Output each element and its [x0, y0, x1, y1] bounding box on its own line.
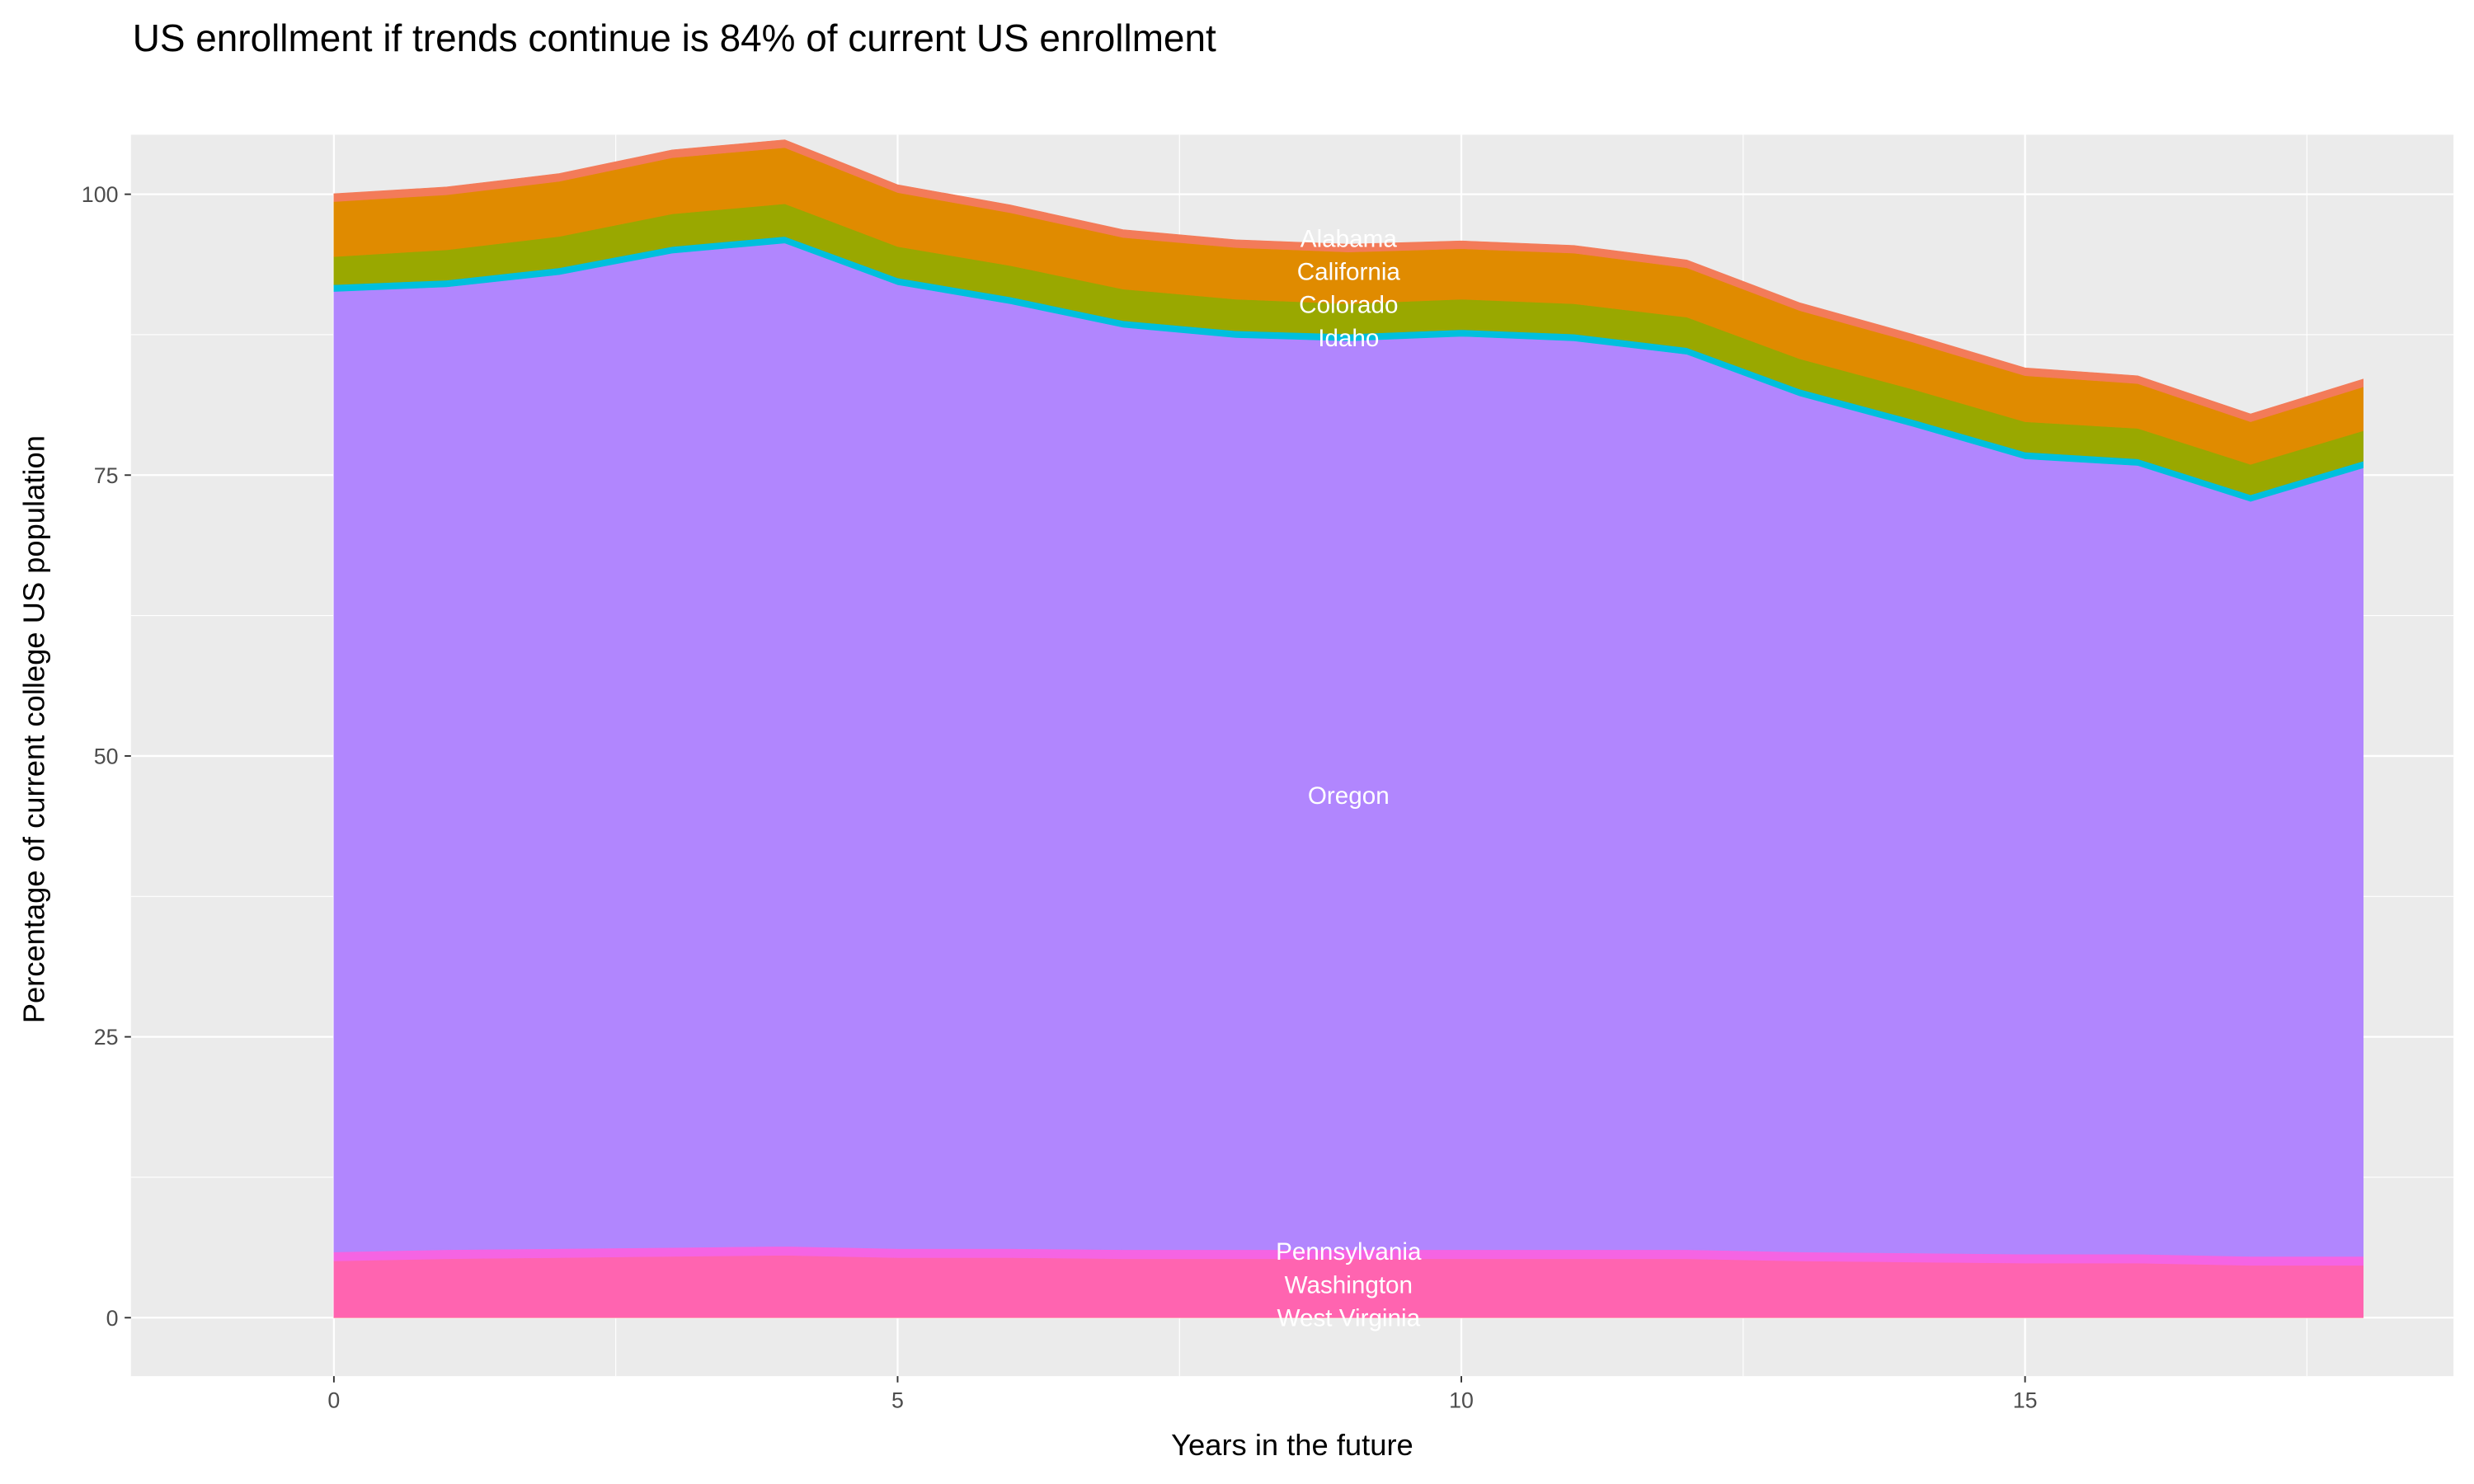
y-tick-label: 100 [82, 182, 119, 207]
x-axis-title: Years in the future [1171, 1428, 1413, 1462]
chart-title: US enrollment if trends continue is 84% … [133, 16, 1216, 59]
series-label: Colorado [1299, 292, 1398, 319]
series-label: West Virginia [1277, 1304, 1421, 1331]
x-tick-label: 5 [891, 1388, 904, 1412]
y-axis: 0 25 50 75 100 [82, 182, 131, 1331]
x-tick-label: 0 [327, 1388, 340, 1412]
series-labels: West Virginia Washington Pennsylvania Orego… [1276, 225, 1422, 1331]
y-tick-label: 0 [106, 1306, 119, 1331]
areas [333, 139, 2363, 1318]
x-tick-label: 10 [1449, 1388, 1474, 1412]
series-label: Idaho [1318, 325, 1379, 352]
x-axis: 0 5 10 15 [327, 1376, 2038, 1412]
area-alabama [333, 139, 2363, 422]
y-tick-label: 25 [94, 1025, 119, 1050]
y-axis-title: Percentage of current college US populat… [17, 435, 51, 1023]
y-tick-label: 75 [94, 463, 119, 488]
y-tick-label: 50 [94, 744, 119, 769]
x-tick-label: 15 [2013, 1388, 2038, 1412]
series-label: California [1297, 259, 1401, 286]
series-label: Oregon [1308, 782, 1390, 810]
series-label: Washington [1285, 1271, 1413, 1298]
series-label: Pennsylvania [1276, 1238, 1422, 1266]
series-label: Alabama [1300, 225, 1398, 252]
